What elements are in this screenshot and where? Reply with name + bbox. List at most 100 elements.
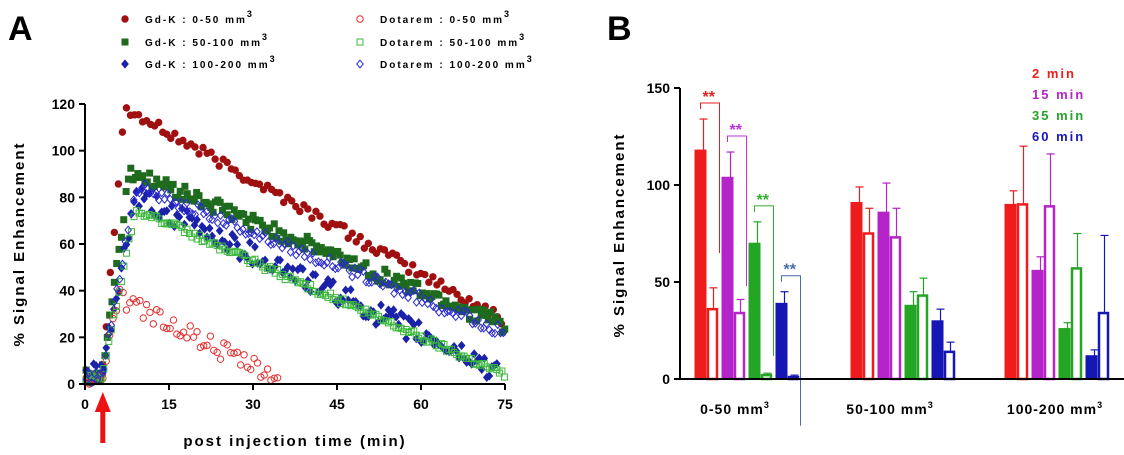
significance-bracket [781,275,801,426]
bar-gdk [748,242,761,380]
data-point [267,240,275,250]
data-point [149,320,158,328]
data-point [500,373,508,381]
data-point [250,354,258,363]
data-point [477,323,485,333]
x-tick-label: 75 [497,396,513,412]
data-point [457,311,466,321]
data-point [200,342,208,350]
data-point [261,228,270,238]
data-point [255,180,264,188]
data-point [398,290,407,300]
series-4 [82,207,508,384]
data-point [273,374,282,382]
category-label: 0-50 mm3 [700,400,770,417]
data-point [104,329,113,339]
bar-dotarem [889,236,902,381]
data-point [107,326,115,334]
data-point [129,195,138,205]
data-point [286,247,295,257]
data-point [136,296,144,305]
series-5 [82,179,508,388]
data-point [281,239,289,250]
data-point [196,343,205,352]
data-point [407,287,415,297]
data-point [179,136,187,145]
category-labels: 0-50 mm3 50-100 mm3 100-200 mm3 [700,400,1102,417]
data-point [193,328,201,336]
data-point [235,171,244,180]
data-point [306,281,314,289]
y-tick-label: 20 [59,329,75,345]
data-point [306,254,314,264]
data-point [195,192,203,200]
injection-arrow-icon [94,392,111,443]
data-point [499,328,508,338]
data-point [236,361,245,369]
data-point [362,259,370,267]
data-point [488,328,496,338]
data-point [176,187,184,195]
data-point [298,264,307,274]
data-point [191,143,199,151]
data-point [231,166,240,174]
data-point [202,207,211,217]
data-point [263,365,272,373]
data-point [96,369,104,379]
data-point [501,325,509,333]
bar-chart: ** ** ** ** 0 50 100 150 0-50 mm3 50-100 mm3 100… [611,66,1124,426]
data-point [171,129,179,138]
data-point [115,288,123,296]
data-point [87,378,96,388]
data-point [169,199,177,209]
data-point [377,300,385,310]
data-point [465,311,474,321]
data-point [160,194,169,204]
data-point [496,328,505,338]
data-point [113,284,121,294]
bar-dotarem [1070,267,1083,381]
y-ticks: 0 20 40 60 80 100 120 [52,96,85,392]
bar-gdk [1058,328,1071,380]
data-point [110,228,119,237]
data-point [127,228,135,236]
data-point [127,209,135,219]
data-point [109,314,117,323]
data-point [356,232,364,241]
y-tick-label: 60 [59,236,75,252]
data-point [421,270,429,279]
data-point [181,182,189,190]
data-point [296,207,304,216]
data-point [215,226,224,236]
x-tick-label: 30 [245,396,261,412]
data-point [255,234,264,244]
data-point [203,341,211,350]
data-point [223,158,231,167]
data-point [270,374,278,383]
data-point [139,172,147,180]
bar-gdk [775,302,788,380]
data-point [372,249,381,258]
bar-y-tick-label: 150 [647,80,671,96]
data-point [373,272,382,282]
bar-dotarem [1043,205,1056,381]
data-point [401,287,410,297]
data-point [350,255,358,263]
data-point [118,259,127,269]
data-point [299,238,307,246]
scatter-legend: Gd-K : 0-50 mm3 Gd-K : 50-100 mm3 Gd-K : 1… [121,9,532,71]
data-point [127,164,135,172]
data-point [99,368,107,378]
data-point [206,332,215,340]
significance-marks: ** ** ** ** [700,89,801,426]
data-point [195,150,203,158]
legend-marker [356,59,364,69]
data-point [171,197,180,207]
data-point [205,214,214,224]
data-point [118,128,127,136]
data-point [230,233,239,243]
data-point [205,223,214,233]
data-point [186,322,194,330]
data-point [336,251,344,259]
data-point [474,315,482,325]
